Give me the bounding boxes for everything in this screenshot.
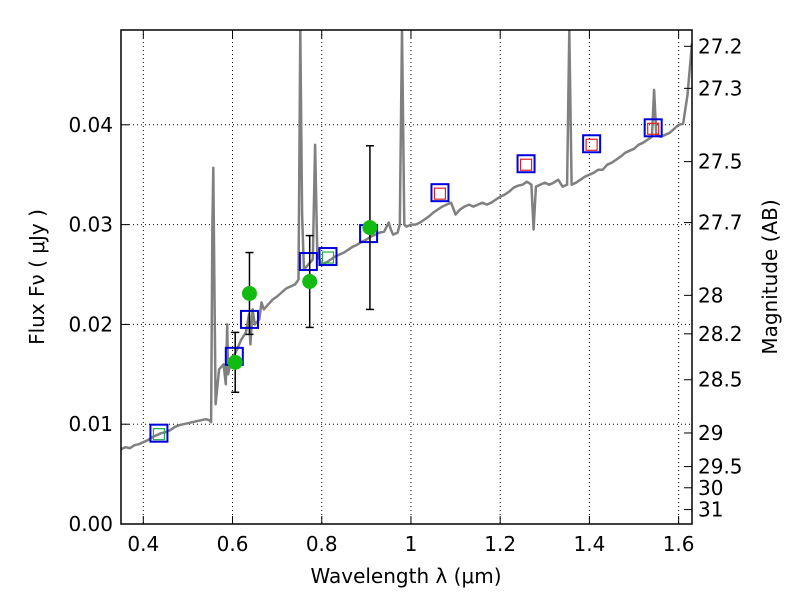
right-tick-label: 28.2 <box>698 322 743 346</box>
right-tick-label: 28.5 <box>698 368 743 392</box>
green-square-marker <box>321 251 335 264</box>
red-square-marker <box>647 122 660 135</box>
x-tick-label: 1 <box>405 532 418 556</box>
x-tick-label: 0.8 <box>306 532 338 556</box>
right-axis-label: Magnitude (AB) <box>758 199 782 354</box>
right-tick-label: 29 <box>698 421 723 445</box>
x-tick-label: 1.6 <box>663 532 695 556</box>
y-tick-label: 0.03 <box>68 213 113 237</box>
green-dot-marker <box>302 273 318 289</box>
blue-square-marker <box>582 134 602 154</box>
blue-square-marker <box>318 247 338 267</box>
x-axis-label: Wavelength λ (μm) <box>310 564 501 588</box>
spectrum-line <box>121 30 692 451</box>
green-dot-marker <box>227 354 243 370</box>
blue-square-marker <box>149 423 169 443</box>
green-dot-marker <box>362 220 378 236</box>
red-square-marker <box>433 187 447 200</box>
x-tick-label: 1.4 <box>573 532 605 556</box>
right-tick-label: 31 <box>698 498 723 522</box>
blue-square-marker <box>643 118 663 138</box>
x-tick-label: 0.4 <box>127 532 159 556</box>
model-spectrum <box>121 30 692 451</box>
x-tick-label: 1.2 <box>484 532 516 556</box>
grid-lines <box>121 30 692 525</box>
plot-frame <box>120 29 693 525</box>
blue-square-marker <box>516 154 536 174</box>
y-axis-label: Flux Fν ( μJy ) <box>25 209 49 345</box>
blue-square-marker <box>430 183 450 203</box>
right-tick-label: 27.3 <box>698 76 743 100</box>
blue-square-marker <box>298 252 318 272</box>
right-tick-label: 29.5 <box>698 455 743 479</box>
red-square-marker <box>519 158 533 171</box>
x-tick-label: 0.6 <box>217 532 249 556</box>
photometry-markers <box>149 118 663 443</box>
y-tick-label: 0.02 <box>68 312 113 336</box>
y-tick-label: 0.04 <box>68 113 113 137</box>
green-dot-marker <box>241 285 257 301</box>
y-tick-label: 0.00 <box>68 512 113 536</box>
right-tick-label: 28 <box>698 283 723 307</box>
right-tick-label: 27.5 <box>698 150 743 174</box>
y-tick-label: 0.01 <box>68 412 113 436</box>
axis-ticks: 0.4 0.6 0.8 1 1.2 1.4 1.6 0.00 0.01 0.02 0.03 0.04 2… <box>68 30 743 556</box>
right-tick-label: 27.2 <box>698 34 743 58</box>
right-tick-label: 27.7 <box>698 211 743 235</box>
right-tick-label: 30 <box>698 476 723 500</box>
red-square-marker <box>585 138 598 151</box>
green-square-marker <box>152 428 166 441</box>
